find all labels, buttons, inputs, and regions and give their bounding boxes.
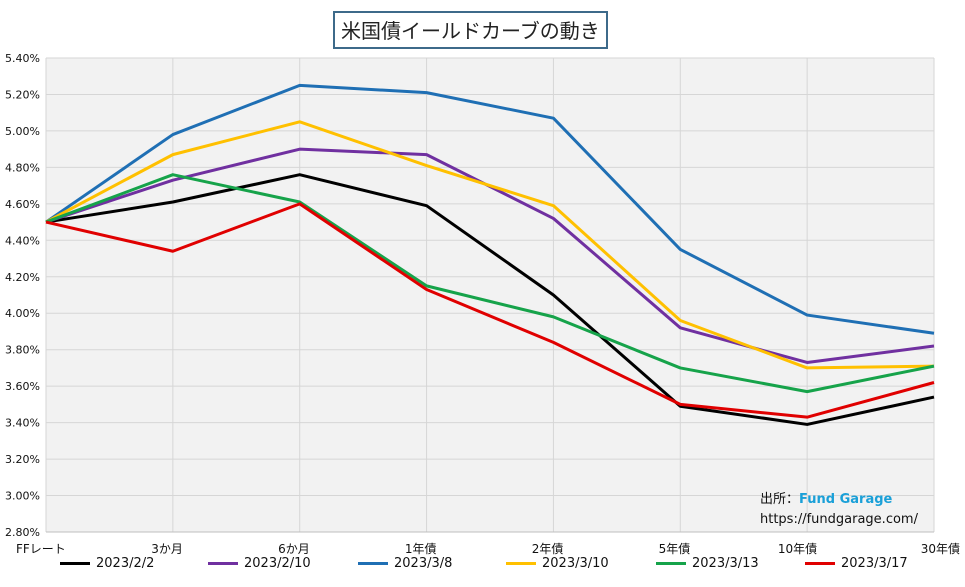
legend-swatch bbox=[60, 562, 90, 565]
legend-label: 2023/3/13 bbox=[692, 556, 759, 571]
legend-item: 2023/2/10 bbox=[208, 556, 311, 571]
x-tick-label: 30年債 bbox=[921, 541, 960, 556]
y-tick-label: 4.40% bbox=[5, 234, 40, 247]
y-tick-label: 3.00% bbox=[5, 490, 40, 503]
series-line-2023-3-10 bbox=[45, 120, 935, 370]
grid-lines bbox=[45, 57, 935, 533]
y-tick-label: 3.20% bbox=[5, 453, 40, 466]
legend-swatch bbox=[358, 562, 388, 565]
y-tick-label: 5.40% bbox=[5, 52, 40, 65]
legend: 2023/2/2 2023/2/10 2023/3/8 2023/3/10 2023/3… bbox=[60, 556, 960, 578]
series-line-2023-3-17 bbox=[45, 202, 935, 419]
legend-swatch bbox=[656, 562, 686, 565]
series-lines bbox=[45, 83, 935, 426]
y-axis-ticks: 2.80% 3.00% 3.20% 3.40% 3.60% 3.80% 4.00% 4.20%… bbox=[5, 52, 40, 539]
x-tick-label: 1年債 bbox=[405, 541, 437, 556]
x-tick-label: 3か月 bbox=[151, 542, 183, 556]
x-tick-label: 6か月 bbox=[278, 542, 310, 556]
y-tick-label: 5.00% bbox=[5, 125, 40, 138]
y-tick-label: 4.60% bbox=[5, 198, 40, 211]
series-line-2023-3-8 bbox=[45, 83, 935, 335]
y-tick-label: 3.40% bbox=[5, 417, 40, 430]
legend-item: 2023/3/17 bbox=[805, 556, 908, 571]
legend-label: 2023/2/10 bbox=[244, 556, 311, 571]
legend-label: 2023/3/17 bbox=[841, 556, 908, 571]
legend-swatch bbox=[506, 562, 536, 565]
legend-label: 2023/3/8 bbox=[394, 556, 453, 571]
legend-swatch bbox=[805, 562, 835, 565]
y-tick-label: 3.80% bbox=[5, 344, 40, 357]
x-tick-label: 2年債 bbox=[532, 541, 564, 556]
y-tick-label: 5.20% bbox=[5, 88, 40, 101]
series-line-2023-2-2 bbox=[45, 173, 935, 426]
source-brand: Fund Garage bbox=[799, 492, 893, 507]
y-tick-label: 4.20% bbox=[5, 271, 40, 284]
legend-item: 2023/3/10 bbox=[506, 556, 609, 571]
legend-swatch bbox=[208, 562, 238, 565]
x-tick-label: FFレート bbox=[16, 542, 66, 556]
legend-label: 2023/2/2 bbox=[96, 556, 155, 571]
x-tick-label: 10年債 bbox=[778, 541, 817, 556]
chart-title: 米国債イールドカーブの動き bbox=[333, 11, 608, 49]
source-label: 出所： bbox=[760, 492, 800, 507]
legend-item: 2023/3/13 bbox=[656, 556, 759, 571]
plot-area bbox=[46, 58, 934, 532]
legend-label: 2023/3/10 bbox=[542, 556, 609, 571]
legend-item: 2023/2/2 bbox=[60, 556, 154, 571]
x-tick-label: 5年債 bbox=[659, 541, 691, 556]
source-url: https://fundgarage.com/ bbox=[760, 512, 918, 527]
y-tick-label: 4.80% bbox=[5, 161, 40, 174]
y-tick-label: 3.60% bbox=[5, 380, 40, 393]
series-line-2023-3-13 bbox=[45, 173, 935, 394]
source-credit: 出所：Fund Garage bbox=[760, 489, 892, 511]
y-tick-label: 2.80% bbox=[5, 526, 40, 539]
y-tick-label: 4.00% bbox=[5, 307, 40, 320]
x-axis-ticks: FFレート 3か月 6か月 1年債 2年債 5年債 10年債 30年債 bbox=[16, 541, 960, 556]
legend-item: 2023/3/8 bbox=[358, 556, 452, 571]
